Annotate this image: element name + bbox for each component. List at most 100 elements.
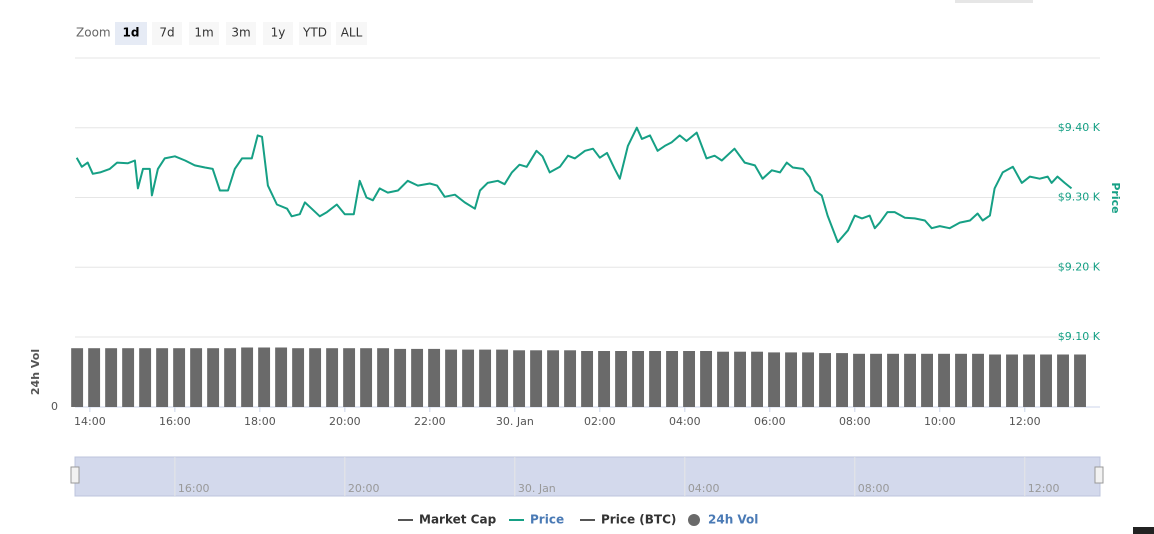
volume-bar (615, 351, 628, 407)
volume-bar (581, 351, 594, 407)
y2-axis-title: 24h Vol (29, 349, 42, 395)
volume-bar (887, 353, 899, 407)
legend-label[interactable]: Price (BTC) (601, 513, 676, 527)
volume-bar (547, 350, 560, 407)
x-tick-label: 18:00 (244, 415, 276, 428)
y-tick-label: $9.10 K (1058, 330, 1101, 343)
zoom-button[interactable] (152, 22, 182, 45)
zoom-button[interactable] (299, 22, 331, 45)
volume-bar (632, 351, 645, 407)
volume-bar (768, 352, 781, 407)
zoom-button-label[interactable]: YTD (302, 26, 327, 40)
volume-bar (105, 348, 118, 407)
volume-bar (377, 348, 390, 407)
x-tick-label: 12:00 (1009, 415, 1041, 428)
y-tick-label: $9.40 K (1058, 121, 1101, 134)
volume-bar (207, 348, 220, 407)
volume-bar (292, 348, 305, 407)
volume-bar (734, 351, 747, 407)
corner-widget (1133, 527, 1154, 534)
volume-bar (360, 348, 373, 407)
zoom-button[interactable] (226, 22, 256, 45)
x-tick-label: 30. Jan (496, 415, 534, 428)
volume-bar (139, 348, 152, 407)
volume-bar (853, 353, 865, 407)
volume-bar (156, 348, 169, 407)
y-tick-label: $9.30 K (1058, 191, 1101, 204)
volume-bar (649, 351, 662, 407)
zoom-button-label[interactable]: ALL (341, 26, 363, 40)
volume-bar (411, 348, 424, 407)
zoom-button-label[interactable]: 1m (194, 26, 213, 40)
volume-bar (564, 350, 577, 407)
volume-bar (428, 348, 441, 407)
volume-bar (819, 353, 832, 407)
legend-label[interactable]: 24h Vol (708, 513, 758, 527)
volume-bar (989, 354, 1001, 407)
volume-bar (445, 349, 458, 407)
volume-bar (802, 352, 815, 407)
volume-bar (1023, 354, 1035, 407)
zoom-button-label[interactable]: 1d (123, 26, 140, 40)
volume-bar (71, 348, 84, 407)
volume-bar (309, 348, 322, 407)
volume-bar (598, 351, 611, 407)
zoom-button[interactable] (336, 22, 367, 45)
volume-bar (275, 347, 288, 407)
navigator-tick-label: 20:00 (348, 482, 380, 495)
legend-label[interactable]: Market Cap (419, 513, 497, 527)
volume-bar (1074, 354, 1086, 407)
volume-bar (955, 353, 967, 407)
x-tick-label: 08:00 (839, 415, 871, 428)
volume-bar (666, 351, 679, 407)
y-tick-label: $9.20 K (1058, 260, 1101, 273)
zoom-button[interactable] (189, 22, 219, 45)
x-tick-label: 20:00 (329, 415, 361, 428)
navigator-handle[interactable] (70, 466, 80, 484)
volume-bar (190, 348, 203, 407)
volume-bar (224, 348, 237, 407)
navigator-tick-label: 04:00 (688, 482, 720, 495)
navigator-tick-label: 30. Jan (518, 482, 556, 495)
volume-bar (88, 348, 101, 407)
volume-bar (1057, 354, 1069, 407)
navigator-handle[interactable] (1094, 466, 1104, 484)
x-tick-label: 14:00 (74, 415, 106, 428)
x-tick-label: 16:00 (159, 415, 191, 428)
price-line (75, 126, 1073, 244)
volume-bar (513, 350, 526, 407)
zoom-button[interactable] (263, 22, 293, 45)
x-tick-label: 04:00 (669, 415, 701, 428)
zoom-button-label[interactable]: 1y (271, 26, 286, 40)
legend-symbol[interactable] (688, 514, 700, 526)
x-tick-label: 02:00 (584, 415, 616, 428)
volume-bar (122, 348, 135, 407)
navigator[interactable] (74, 456, 1101, 497)
volume-bar (496, 349, 509, 407)
volume-bar (1040, 354, 1052, 407)
volume-bar (343, 348, 356, 407)
x-tick-label: 06:00 (754, 415, 786, 428)
volume-bar (683, 351, 696, 407)
zoom-button-label[interactable]: 3m (231, 26, 250, 40)
volume-bar (751, 351, 764, 407)
volume-bar (462, 349, 475, 407)
y-axis-title: Price (1109, 182, 1122, 213)
volume-bar (836, 353, 848, 407)
volume-bar (921, 353, 933, 407)
navigator-tick-label: 12:00 (1028, 482, 1060, 495)
zoom-button[interactable] (115, 22, 147, 45)
volume-bar (326, 348, 339, 407)
zoom-button-label[interactable]: 7d (159, 26, 174, 40)
volume-bar (972, 353, 984, 407)
volume-bar (241, 347, 254, 407)
legend-label[interactable]: Price (530, 513, 564, 527)
volume-bar (1006, 354, 1018, 407)
x-tick-label: 22:00 (414, 415, 446, 428)
volume-bar (394, 348, 407, 407)
volume-bar (530, 350, 543, 407)
zoom-label: Zoom (76, 26, 111, 40)
volume-bar (479, 349, 492, 407)
volume-bar (938, 353, 950, 407)
